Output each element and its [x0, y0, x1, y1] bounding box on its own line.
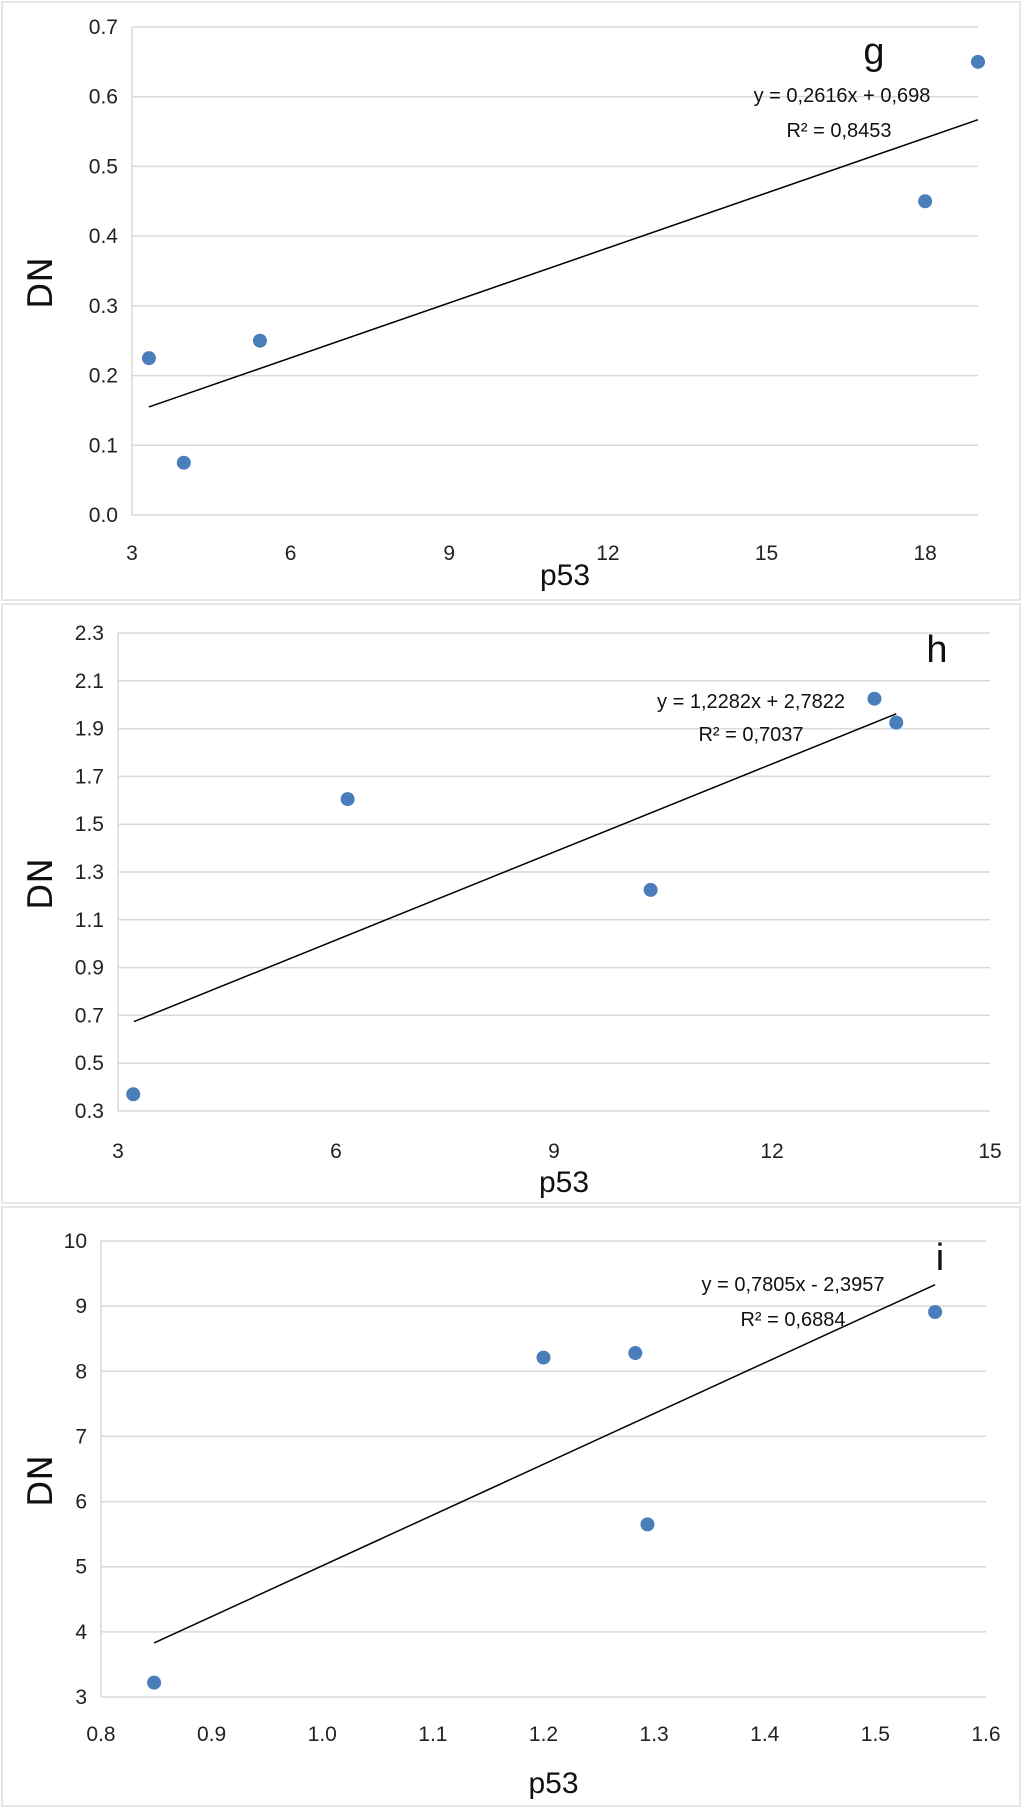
data-point [252, 333, 267, 348]
data-point [536, 1350, 551, 1365]
y-tick-label: 1.3 [75, 861, 104, 884]
y-tick-label: 4 [75, 1621, 87, 1644]
y-tick-label: 1.9 [75, 718, 104, 741]
x-axis-label: p53 [540, 559, 590, 592]
data-point [889, 715, 904, 730]
x-tick-label: 6 [330, 1140, 342, 1163]
x-tick-label: 1.4 [750, 1723, 780, 1746]
panel-label: g [863, 31, 884, 73]
x-tick-label: 1.1 [418, 1723, 447, 1746]
x-tick-label: 3 [126, 542, 138, 565]
x-tick-label: 0.9 [197, 1723, 226, 1746]
trendline [148, 119, 979, 408]
x-tick-label: 6 [285, 542, 297, 565]
x-tick-label: 9 [548, 1140, 560, 1163]
y-tick-label: 5 [75, 1556, 87, 1579]
chart-panel-g [1, 1, 1021, 601]
y-tick-label: 1.7 [75, 765, 104, 788]
data-point [640, 1517, 655, 1532]
x-tick-label: 12 [596, 542, 619, 565]
y-tick-label: 0.2 [89, 365, 118, 388]
data-point [141, 351, 156, 366]
x-tick-label: 15 [978, 1140, 1001, 1163]
x-tick-label: 15 [755, 542, 778, 565]
data-point [340, 792, 355, 807]
data-point [918, 194, 933, 209]
y-tick-label: 0.7 [75, 1004, 104, 1027]
x-tick-label: 0.8 [86, 1723, 115, 1746]
y-tick-label: 2.1 [75, 670, 104, 693]
y-tick-label: 10 [64, 1230, 87, 1253]
data-point [971, 54, 985, 69]
panel-label: h [926, 629, 947, 671]
r-squared-label: R² = 0,6884 [740, 1309, 845, 1331]
chart-panel-i [1, 1206, 1021, 1807]
y-tick-label: 3 [75, 1686, 87, 1709]
y-axis-label: DN [21, 257, 61, 309]
trendline-equation: y = 1,2282x + 2,7822 [657, 691, 845, 713]
y-tick-label: 1.1 [75, 909, 104, 932]
data-point [628, 1346, 643, 1361]
r-squared-label: R² = 0,7037 [698, 724, 803, 746]
y-axis-label: DN [21, 858, 61, 910]
x-tick-label: 1.2 [529, 1723, 558, 1746]
x-tick-label: 1.3 [640, 1723, 669, 1746]
y-tick-label: 0.7 [89, 16, 118, 39]
data-point [928, 1305, 943, 1320]
y-tick-label: 0.0 [89, 504, 118, 527]
data-point [126, 1087, 141, 1102]
r-squared-label: R² = 0,8453 [786, 120, 891, 142]
chart-panel-h [1, 603, 1021, 1204]
data-point [643, 882, 658, 897]
trendline-equation: y = 0,2616x + 0,698 [754, 85, 931, 107]
y-tick-label: 0.3 [75, 1100, 104, 1123]
y-tick-label: 0.4 [89, 225, 119, 248]
panel-label: i [936, 1237, 944, 1279]
x-tick-label: 1.5 [861, 1723, 890, 1746]
trendline [133, 713, 897, 1023]
data-point [147, 1675, 162, 1690]
x-axis-label: p53 [539, 1166, 589, 1199]
x-tick-label: 18 [913, 542, 936, 565]
x-tick-label: 3 [112, 1140, 124, 1163]
y-axis-label: DN [21, 1455, 61, 1507]
y-tick-label: 6 [75, 1491, 87, 1514]
x-tick-label: 9 [443, 542, 455, 565]
y-tick-label: 0.5 [75, 1052, 104, 1075]
y-tick-label: 0.3 [89, 295, 118, 318]
y-tick-label: 8 [75, 1360, 87, 1383]
data-point [867, 691, 882, 706]
y-tick-label: 7 [75, 1425, 87, 1448]
y-tick-label: 0.5 [89, 155, 118, 178]
x-tick-label: 1.0 [308, 1723, 337, 1746]
y-tick-label: 2.3 [75, 622, 104, 645]
x-tick-label: 1.6 [971, 1723, 1000, 1746]
y-tick-label: 1.5 [75, 813, 104, 836]
y-tick-label: 0.6 [89, 86, 118, 109]
x-axis-label: p53 [528, 1767, 578, 1800]
trendline-equation: y = 0,7805x - 2,3957 [702, 1274, 885, 1296]
y-tick-label: 0.9 [75, 957, 104, 980]
data-point [176, 455, 191, 470]
x-tick-label: 12 [760, 1140, 783, 1163]
trendline [153, 1283, 936, 1644]
y-tick-label: 9 [75, 1295, 87, 1318]
y-tick-label: 0.1 [89, 434, 118, 457]
